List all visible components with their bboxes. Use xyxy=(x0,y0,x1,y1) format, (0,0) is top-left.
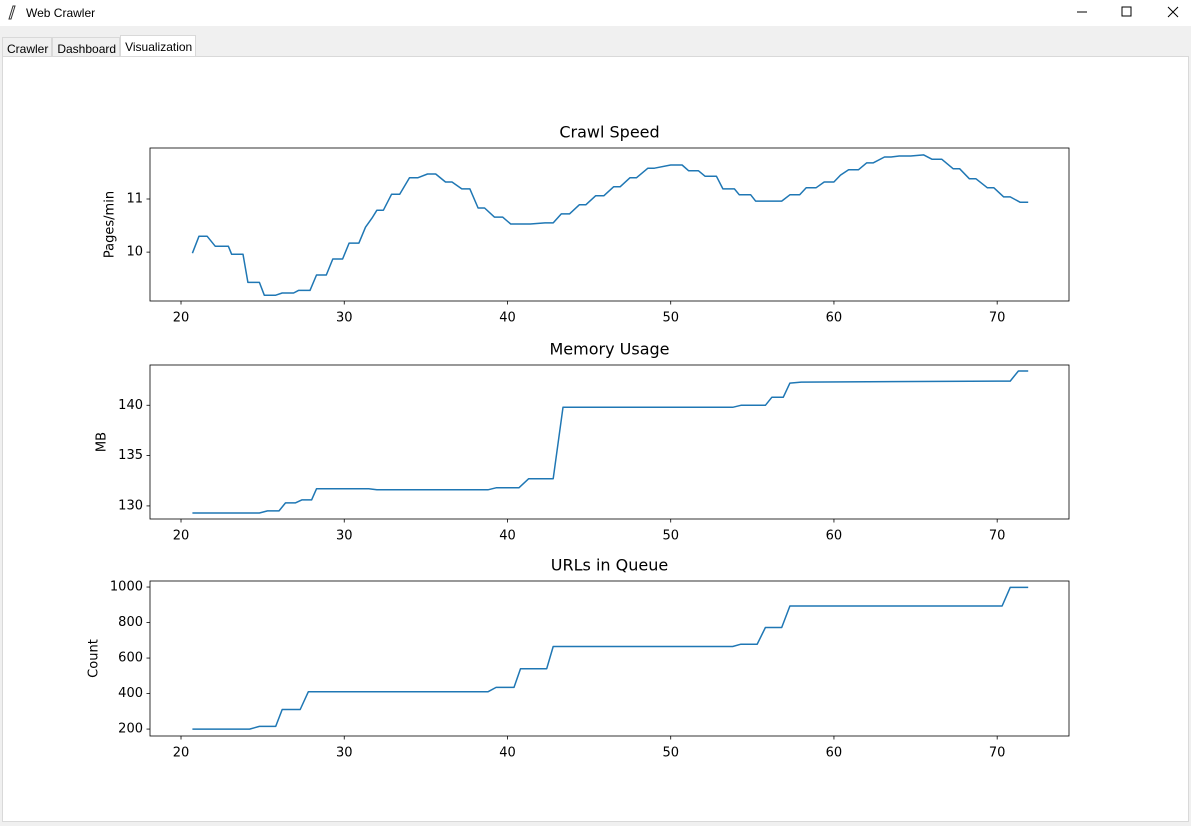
y-tick-label: 1000 xyxy=(110,580,143,595)
x-tick-label: 60 xyxy=(826,746,843,761)
y-tick-label: 130 xyxy=(118,498,143,513)
y-axis-label: MB xyxy=(95,432,110,452)
tab[interactable]: Visualization xyxy=(120,35,197,59)
tab-content xyxy=(2,56,1189,822)
y-axis-label: Count xyxy=(87,639,102,678)
y-tick-label: 140 xyxy=(118,398,143,413)
y-axis-label: Pages/min xyxy=(103,191,118,258)
y-tick-label: 135 xyxy=(118,448,143,463)
y-tick-label: 11 xyxy=(126,192,143,207)
x-tick-label: 40 xyxy=(499,746,516,761)
x-tick-label: 20 xyxy=(173,311,190,326)
y-tick-label: 10 xyxy=(126,245,143,260)
x-tick-label: 40 xyxy=(499,529,516,544)
x-tick-label: 50 xyxy=(662,746,679,761)
x-tick-label: 40 xyxy=(499,311,516,326)
window-title: Web Crawler xyxy=(26,6,96,20)
maximize-button[interactable] xyxy=(1121,6,1132,17)
chart-title: Crawl Speed xyxy=(559,123,659,142)
tab[interactable]: Crawler xyxy=(2,37,53,59)
x-tick-label: 30 xyxy=(336,311,353,326)
title-icons xyxy=(8,5,1179,20)
tab[interactable]: Dashboard xyxy=(52,37,121,59)
x-tick-label: 30 xyxy=(336,746,353,761)
tab-bar: Crawler Dashboard Visualization xyxy=(2,35,197,59)
x-tick-label: 50 xyxy=(662,311,679,326)
axes-frame xyxy=(149,147,1070,302)
y-tick-label: 400 xyxy=(118,686,143,701)
x-tick-label: 70 xyxy=(989,746,1006,761)
data-line xyxy=(191,154,1029,296)
x-tick-label: 20 xyxy=(173,746,190,761)
y-tick-label: 800 xyxy=(118,615,143,630)
data-line xyxy=(192,370,1029,514)
app-icon xyxy=(8,5,16,20)
title-bar: Web Crawler xyxy=(0,0,1191,26)
x-tick-label: 70 xyxy=(989,529,1006,544)
y-tick-label: 200 xyxy=(118,722,143,737)
x-tick-label: 60 xyxy=(826,311,843,326)
axes-frame xyxy=(149,580,1070,737)
chart-title: Memory Usage xyxy=(549,340,669,359)
x-tick-label: 20 xyxy=(173,529,190,544)
chart-title: URLs in Queue xyxy=(551,556,668,575)
x-tick-label: 60 xyxy=(826,529,843,544)
close-button[interactable] xyxy=(1167,6,1179,18)
y-tick-label: 600 xyxy=(118,651,143,666)
data-line xyxy=(192,586,1029,730)
x-tick-label: 30 xyxy=(336,529,353,544)
x-tick-label: 70 xyxy=(989,311,1006,326)
axes-frame xyxy=(149,364,1070,520)
x-tick-label: 50 xyxy=(662,529,679,544)
